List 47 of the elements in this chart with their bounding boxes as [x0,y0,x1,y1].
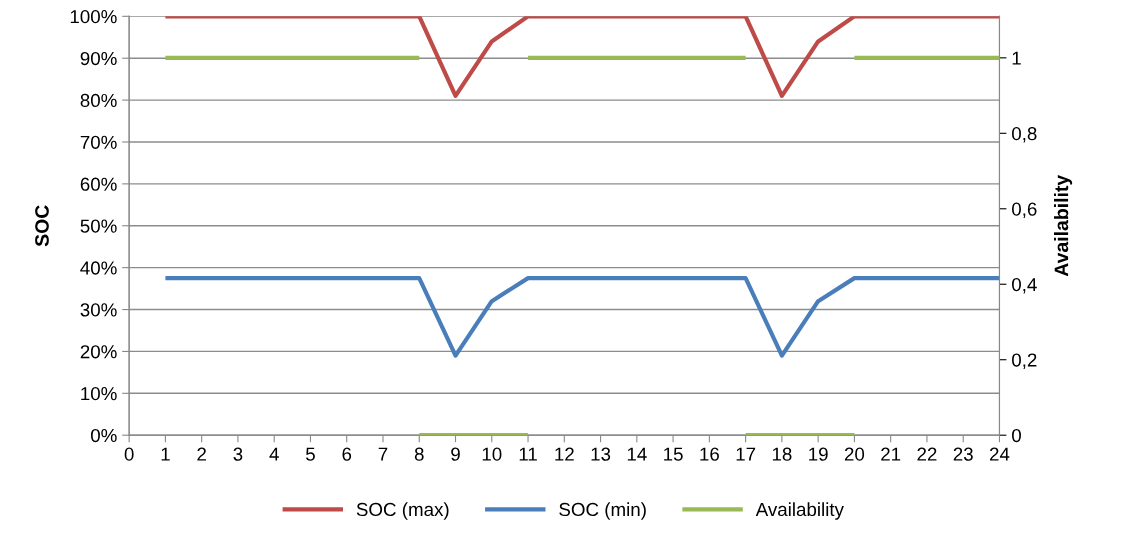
x-tick-label: 22 [917,447,937,461]
y2-tick-label: 0 [1012,428,1021,443]
x-tick-label: 7 [378,447,388,461]
x-tick-label: 5 [306,447,315,461]
x-tick-label: 23 [953,447,973,461]
y-tick-label: 60% [80,177,117,191]
x-tick-label: 15 [664,447,683,461]
x-tick-label: 14 [627,447,647,461]
y-tick-label: 10% [81,387,117,401]
x-tick-label: 20 [844,447,865,461]
y-tick-label: 30% [80,303,117,317]
y-tick-label: 100% [70,10,117,24]
x-tick-label: 8 [414,447,424,461]
y2-tick-label: 0,4 [1012,277,1037,294]
legend-label: Availability [755,502,844,520]
legend-label: SOC (max) [356,502,449,520]
x-tick-label: 3 [233,447,243,461]
x-tick-label: 9 [451,447,460,461]
x-tick-label: 16 [700,447,719,461]
y-tick-label: 40% [80,261,117,275]
y-axis-title: SOC [35,205,49,247]
y-tick-label: 0% [90,428,117,443]
y-tick-label: 70% [80,135,117,149]
y2-axis-title: Availability [1054,174,1073,277]
x-tick-label: 12 [555,447,574,461]
x-tick-label: 21 [881,447,901,461]
y2-tick-label: 0,8 [1012,127,1037,143]
y-tick-label: 90% [80,51,117,66]
x-tick-label: 4 [269,447,279,461]
x-tick-label: 2 [197,447,206,461]
x-tick-label: 24 [989,447,1010,461]
y2-tick-label: 0,6 [1012,202,1037,218]
x-tick-label: 11 [519,447,537,461]
y2-tick-label: 0,2 [1012,353,1037,369]
x-tick-label: 18 [772,447,792,461]
y2-tick-label: 1 [1012,51,1021,65]
y-tick-label: 20% [80,345,117,359]
y-tick-label: 80% [80,93,117,108]
x-tick-label: 0 [124,447,134,461]
x-tick-label: 19 [809,447,828,461]
x-tick-label: 17 [736,447,756,461]
x-tick-label: 13 [591,447,611,461]
x-tick-label: 1 [161,447,170,461]
y-tick-label: 50% [80,219,117,233]
x-tick-label: 10 [482,447,502,461]
x-tick-label: 6 [342,447,352,461]
legend-label: SOC (min) [559,502,646,520]
